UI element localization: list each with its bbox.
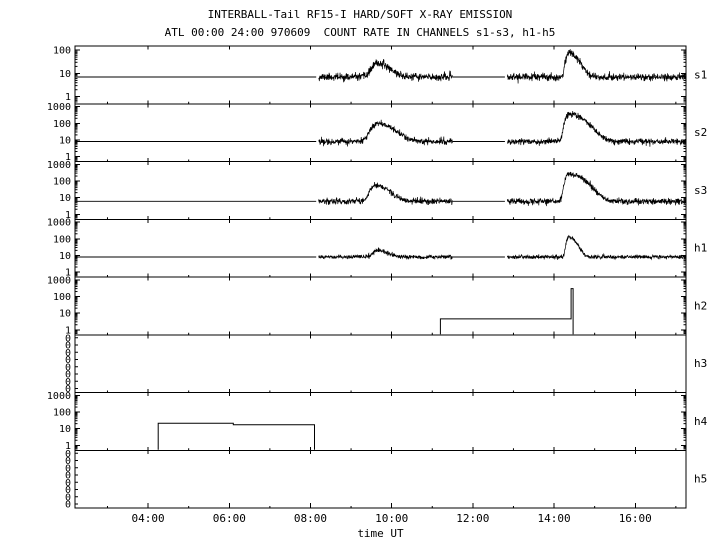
panel-border-h1 <box>74 218 687 278</box>
y-tick-label: 0 <box>65 377 71 388</box>
plot-subtitle: ATL 00:00 24:00 970609 COUNT RATE IN CHA… <box>164 26 556 39</box>
y-tick-label: 1000 <box>47 275 71 286</box>
y-tick-label: 100 <box>53 292 71 303</box>
y-tick-label: 1 <box>65 268 71 279</box>
x-tick-label: 16:00 <box>619 512 652 525</box>
panel-border-h5 <box>74 449 687 509</box>
y-tick-label: 0 <box>65 333 71 344</box>
y-tick-label: 10 <box>59 309 71 320</box>
y-tick-label: 100 <box>53 234 71 245</box>
panel-h2: 1 10 100 1000 h2 <box>47 275 707 336</box>
y-tick-label: 100 <box>53 46 71 57</box>
y-tick-label: 1 <box>65 92 71 103</box>
series-s2 <box>507 110 687 147</box>
y-tick-label: 1000 <box>47 160 71 171</box>
panel-border-h2 <box>74 276 687 336</box>
y-tick-label: 1 <box>65 210 71 221</box>
panel-label-s3: s3 <box>694 184 707 197</box>
y-tick-label: 0 <box>65 384 71 395</box>
panel-label-h2: h2 <box>694 299 707 312</box>
y-tick-label: 0 <box>65 500 71 511</box>
y-tick-label: 1 <box>65 325 71 336</box>
panel-label-h4: h4 <box>694 415 708 428</box>
panel-label-h3: h3 <box>694 357 707 370</box>
x-tick-label: 12:00 <box>456 512 489 525</box>
panel-border-h4 <box>74 392 687 451</box>
series-s1 <box>507 49 687 84</box>
x-tick-label: 08:00 <box>294 512 327 525</box>
series-s1 <box>318 59 453 83</box>
panel-label-s1: s1 <box>694 68 707 81</box>
y-tick-label: 0 <box>65 348 71 359</box>
series-h1 <box>507 234 687 261</box>
y-tick-label: 0 <box>65 463 71 474</box>
panel-label-h1: h1 <box>694 242 707 255</box>
y-tick-label: 10 <box>59 193 71 204</box>
panel-h1: 1 10 100 1000 h1 <box>47 218 707 279</box>
y-tick-label: 100 <box>53 119 71 130</box>
series-h1 <box>318 247 453 260</box>
y-tick-label: 0 <box>65 456 71 467</box>
y-tick-label: 0 <box>65 471 71 482</box>
y-tick-label: 1 <box>65 441 71 452</box>
y-tick-label: 100 <box>53 408 71 419</box>
y-tick-label: 1 <box>65 152 71 163</box>
y-tick-label: 0 <box>65 485 71 496</box>
series-s3 <box>507 171 687 207</box>
x-tick-label: 10:00 <box>375 512 408 525</box>
panel-s1: 1 10 100 s1 <box>53 45 707 105</box>
y-tick-label: 0 <box>65 370 71 381</box>
y-tick-label: 0 <box>65 449 71 460</box>
y-tick-label: 0 <box>65 492 71 503</box>
x-tick-label: 14:00 <box>537 512 570 525</box>
x-tick-label: 04:00 <box>132 512 165 525</box>
panel-h4: 1 10 100 1000 h4 <box>47 391 708 452</box>
panel-s2: 1 10 100 1000 s2 <box>47 102 707 163</box>
panel-label-h5: h5 <box>694 473 707 486</box>
y-tick-label: 1000 <box>47 102 71 113</box>
panel-label-s2: s2 <box>694 126 707 139</box>
y-tick-label: 0 <box>65 355 71 366</box>
series-s3 <box>318 181 453 206</box>
y-tick-label: 0 <box>65 362 71 373</box>
y-tick-label: 100 <box>53 177 71 188</box>
y-tick-label: 10 <box>59 424 71 435</box>
series-s2 <box>318 119 453 147</box>
y-tick-label: 10 <box>59 69 71 80</box>
series-h2 <box>439 288 574 335</box>
plot-title: INTERBALL-Tail RF15-I HARD/SOFT X-RAY EM… <box>207 8 513 21</box>
x-axis-title: time UT <box>357 527 404 540</box>
y-tick-label: 1000 <box>47 218 71 229</box>
y-tick-label: 0 <box>65 478 71 489</box>
y-tick-label: 0 <box>65 341 71 352</box>
panel-border-s2 <box>74 103 687 163</box>
panel-border-h3 <box>74 334 687 394</box>
y-tick-label: 10 <box>59 135 71 146</box>
panel-s3: 1 10 100 1000 s3 <box>47 160 707 221</box>
y-tick-label: 10 <box>59 251 71 262</box>
series-h4 <box>157 422 315 450</box>
x-tick-label: 06:00 <box>213 512 246 525</box>
y-tick-label: 1000 <box>47 391 71 402</box>
